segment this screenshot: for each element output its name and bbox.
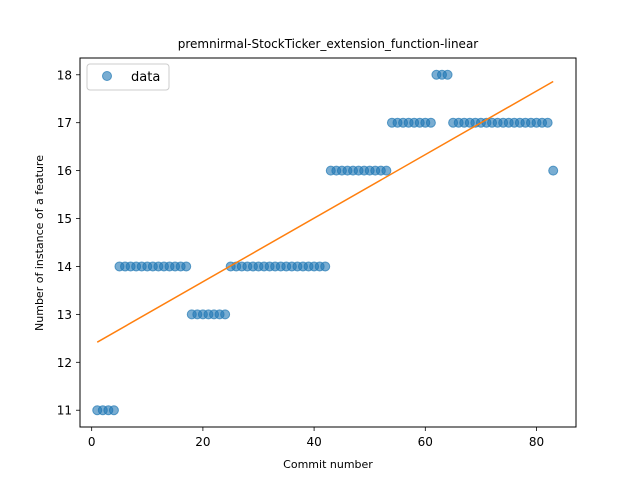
x-tick-label: 60 — [418, 435, 433, 449]
y-tick-label: 12 — [57, 356, 72, 370]
legend: data — [86, 63, 170, 91]
y-tick-label: 15 — [57, 212, 72, 226]
data-point — [108, 405, 119, 416]
axes-frame — [79, 57, 577, 428]
y-tick-label: 17 — [57, 116, 72, 130]
data-point — [542, 117, 553, 128]
data-point — [181, 261, 192, 272]
legend-label-data: data — [131, 70, 160, 85]
y-tick-label: 18 — [57, 68, 72, 82]
chart-title: premnirmal-StockTicker_extension_functio… — [178, 37, 479, 51]
y-tick-label: 13 — [57, 308, 72, 322]
y-tick-label: 16 — [57, 164, 72, 178]
x-tick-label: 20 — [195, 435, 210, 449]
x-tick-label: 40 — [306, 435, 321, 449]
data-point — [381, 165, 392, 176]
x-tick-label: 0 — [88, 435, 96, 449]
y-axis-label: Number of instance of a feature — [33, 155, 46, 331]
plot-area — [92, 69, 559, 416]
x-axis-label: Commit number — [283, 458, 373, 471]
y-axis-ticks: 11 12 13 14 15 16 17 18 — [57, 68, 80, 418]
y-tick-label: 11 — [57, 404, 72, 418]
y-tick-label: 14 — [57, 260, 72, 274]
data-point — [442, 69, 453, 80]
fit-line — [96, 80, 554, 343]
legend-marker-data — [102, 71, 112, 81]
data-point — [320, 261, 331, 272]
data-point — [220, 309, 231, 320]
data-point — [548, 165, 559, 176]
legend-box — [86, 63, 170, 91]
data-point — [425, 117, 436, 128]
x-tick-label: 80 — [529, 435, 544, 449]
x-axis-ticks: 0 20 40 60 80 — [88, 427, 544, 449]
